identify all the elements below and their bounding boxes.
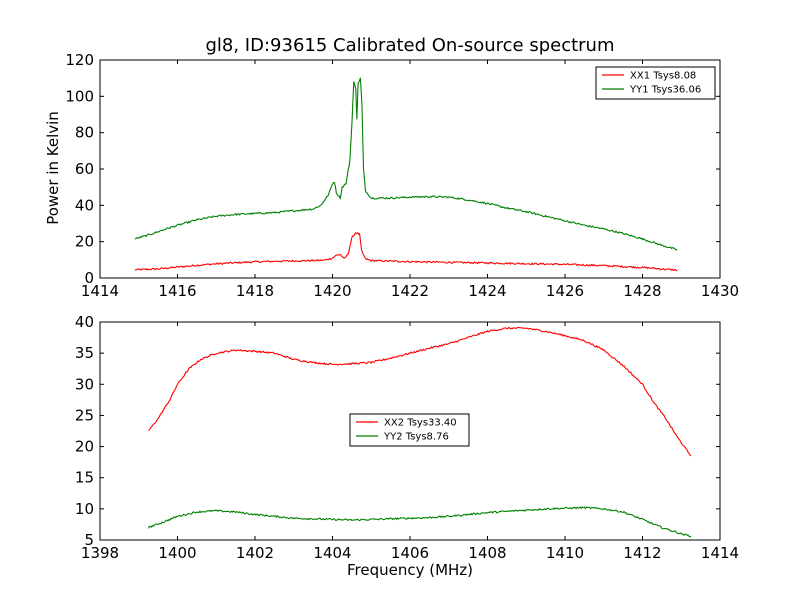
bottom-x-tick-label: 1414 <box>701 544 739 562</box>
top-legend-label-0: XX1 Tsys8.08 <box>630 71 696 82</box>
top-x-tick-label: 1426 <box>546 282 584 300</box>
top-y-tick-label: 60 <box>75 160 94 178</box>
bottom-series-line-0 <box>148 326 692 457</box>
top-y-tick-label: 80 <box>75 124 94 142</box>
bottom-y-tick-label: 20 <box>75 438 94 456</box>
bottom-y-tick-label: 25 <box>75 406 94 424</box>
bottom-y-tick-label: 40 <box>75 313 94 331</box>
bottom-series-line-1 <box>147 506 692 538</box>
top-y-tick-label: 20 <box>75 233 94 251</box>
bottom-x-tick-label: 1400 <box>158 544 196 562</box>
bottom-y-tick-label: 10 <box>75 500 94 518</box>
top-x-tick-label: 1420 <box>313 282 351 300</box>
bottom-y-tick-label: 30 <box>75 375 94 393</box>
top-legend-box <box>595 66 716 100</box>
top-y-tick-label: 100 <box>65 87 94 105</box>
bottom-x-tick-label: 1404 <box>313 544 351 562</box>
bottom-legend-label-1: YY2 Tsys8.76 <box>383 432 449 443</box>
top-y-tick-label: 40 <box>75 196 94 214</box>
top-x-tick-label: 1430 <box>701 282 739 300</box>
bottom-y-tick-label: 35 <box>75 344 94 362</box>
top-legend-label-1: YY1 Tsys36.06 <box>629 85 701 96</box>
bottom-y-tick-label: 15 <box>75 469 94 487</box>
bottom-x-axis-label: Frequency (MHz) <box>346 561 474 579</box>
top-x-tick-label: 1414 <box>81 282 119 300</box>
bottom-x-tick-label: 1410 <box>546 544 584 562</box>
top-x-tick-label: 1418 <box>236 282 274 300</box>
bottom-legend-label-0: XX2 Tsys33.40 <box>384 418 457 429</box>
chart-title: gl8, ID:93615 Calibrated On-source spect… <box>205 35 615 56</box>
top-x-tick-label: 1428 <box>623 282 661 300</box>
top-x-tick-label: 1422 <box>391 282 429 300</box>
top-y-tick-label: 120 <box>65 51 94 69</box>
bottom-y-tick-label: 5 <box>84 531 94 549</box>
top-legend: XX1 Tsys8.08 YY1 Tsys36.06 <box>595 66 716 100</box>
top-x-tick-label: 1424 <box>468 282 506 300</box>
top-series-line-0 <box>134 232 678 272</box>
bottom-x-tick-label: 1406 <box>391 544 429 562</box>
top-y-tick-label: 0 <box>84 269 94 287</box>
bottom-x-tick-label: 1402 <box>236 544 274 562</box>
top-panel: 1414 1416 1418 1420 1422 1424 1426 1428 1430 0 20 4… <box>65 51 739 300</box>
bottom-legend-box <box>349 413 470 447</box>
bottom-legend: XX2 Tsys33.40 YY2 Tsys8.76 <box>349 413 470 447</box>
bottom-panel: 1398 1400 1402 1404 1406 1408 1410 1412 1414 5 10 1… <box>75 313 739 562</box>
top-series-line-1 <box>134 77 678 251</box>
bottom-x-tick-label: 1398 <box>81 544 119 562</box>
bottom-x-tick-label: 1408 <box>468 544 506 562</box>
bottom-x-tick-label: 1412 <box>623 544 661 562</box>
top-y-axis-label: Power in Kelvin <box>44 111 62 225</box>
top-x-tick-label: 1416 <box>158 282 196 300</box>
